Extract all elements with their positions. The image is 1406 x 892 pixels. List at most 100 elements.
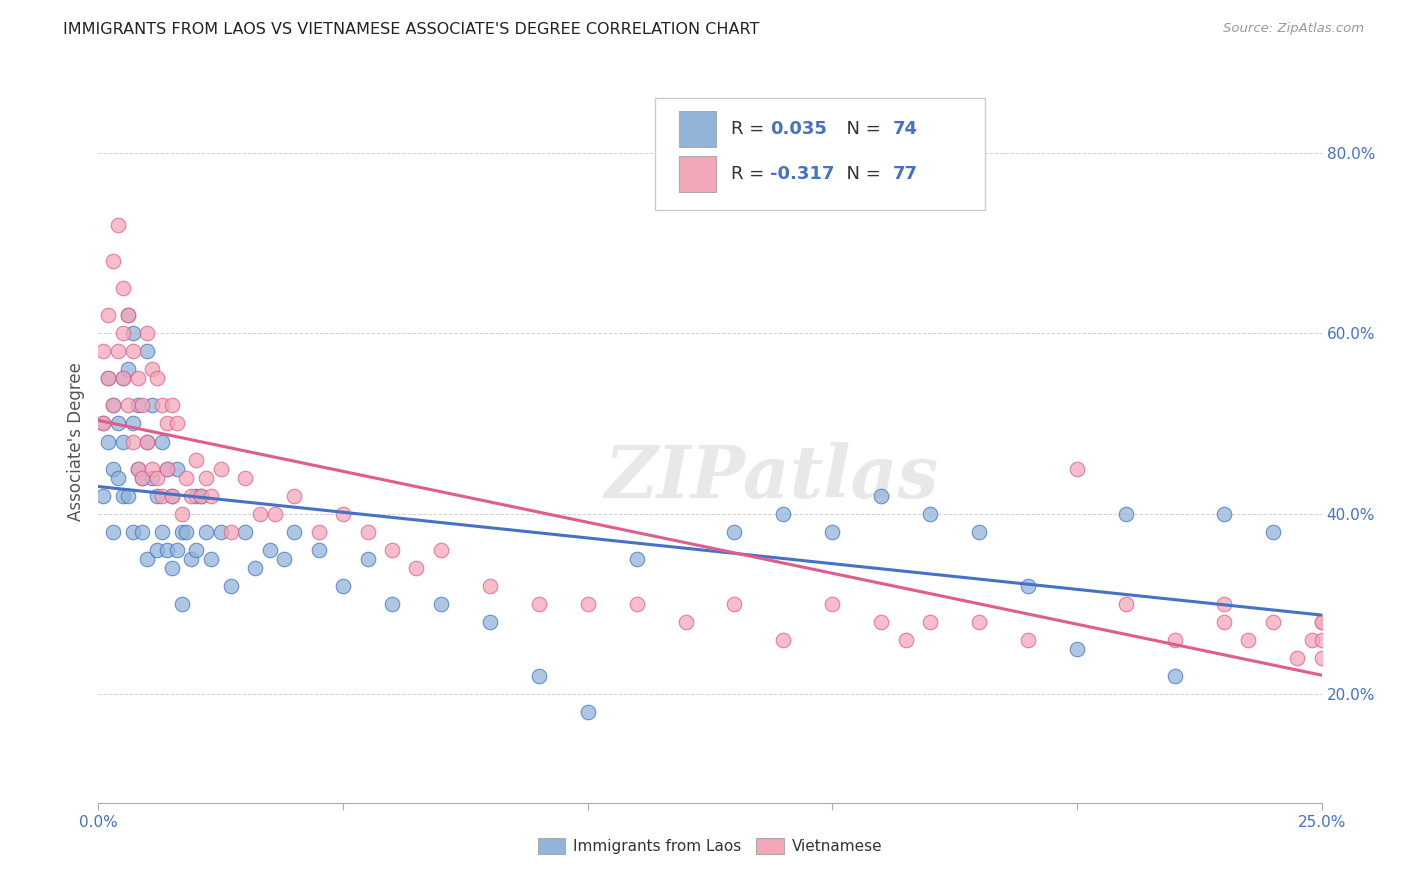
- Point: [166, 542, 188, 557]
- Point: [209, 524, 232, 539]
- Point: [121, 326, 143, 341]
- Point: [1286, 651, 1309, 665]
- Point: [127, 398, 149, 412]
- Point: [101, 398, 124, 412]
- Y-axis label: Associate's Degree: Associate's Degree: [66, 362, 84, 521]
- Point: [1066, 461, 1088, 475]
- FancyBboxPatch shape: [655, 98, 986, 211]
- Point: [723, 524, 745, 539]
- Point: [141, 398, 163, 412]
- Point: [626, 552, 648, 566]
- Point: [160, 489, 183, 503]
- Point: [121, 434, 143, 449]
- Point: [430, 542, 453, 557]
- Point: [91, 344, 114, 359]
- Point: [136, 326, 159, 341]
- Point: [101, 524, 124, 539]
- Point: [920, 615, 942, 630]
- Point: [1164, 669, 1187, 683]
- Point: [1115, 597, 1137, 611]
- Point: [170, 597, 193, 611]
- Point: [626, 597, 648, 611]
- Text: IMMIGRANTS FROM LAOS VS VIETNAMESE ASSOCIATE'S DEGREE CORRELATION CHART: IMMIGRANTS FROM LAOS VS VIETNAMESE ASSOC…: [63, 22, 759, 37]
- Point: [91, 417, 114, 431]
- Point: [1310, 633, 1333, 648]
- Point: [821, 597, 844, 611]
- Point: [405, 561, 427, 575]
- Text: -0.317: -0.317: [770, 165, 834, 183]
- Point: [107, 471, 129, 485]
- Point: [156, 461, 179, 475]
- Point: [111, 326, 134, 341]
- Point: [219, 524, 242, 539]
- Point: [967, 615, 990, 630]
- Point: [97, 434, 120, 449]
- Point: [894, 633, 917, 648]
- Point: [127, 461, 149, 475]
- Text: 74: 74: [893, 120, 917, 138]
- Point: [170, 524, 193, 539]
- Point: [111, 371, 134, 385]
- Point: [332, 579, 354, 593]
- Point: [121, 344, 143, 359]
- FancyBboxPatch shape: [679, 112, 716, 147]
- Point: [430, 597, 453, 611]
- Point: [186, 542, 208, 557]
- Point: [675, 615, 697, 630]
- Point: [1310, 615, 1333, 630]
- Point: [723, 597, 745, 611]
- Point: [233, 524, 256, 539]
- Point: [381, 597, 404, 611]
- Point: [131, 524, 153, 539]
- Point: [243, 561, 266, 575]
- Point: [176, 524, 198, 539]
- Point: [97, 371, 120, 385]
- Text: R =: R =: [731, 165, 770, 183]
- Point: [527, 597, 550, 611]
- Point: [356, 552, 378, 566]
- Point: [121, 524, 143, 539]
- Point: [97, 371, 120, 385]
- Point: [180, 489, 202, 503]
- Point: [576, 597, 599, 611]
- Legend: Immigrants from Laos, Vietnamese: Immigrants from Laos, Vietnamese: [531, 832, 889, 860]
- Point: [219, 579, 242, 593]
- Point: [283, 524, 305, 539]
- Point: [920, 507, 942, 521]
- Point: [186, 489, 208, 503]
- Point: [131, 471, 153, 485]
- Point: [527, 669, 550, 683]
- Point: [870, 489, 893, 503]
- Point: [136, 434, 159, 449]
- Point: [127, 461, 149, 475]
- Point: [111, 489, 134, 503]
- Point: [141, 471, 163, 485]
- Point: [107, 218, 129, 232]
- Point: [160, 489, 183, 503]
- Point: [117, 308, 139, 322]
- Point: [356, 524, 378, 539]
- Point: [209, 461, 232, 475]
- Point: [308, 524, 330, 539]
- Point: [117, 489, 139, 503]
- Point: [1310, 615, 1333, 630]
- Point: [111, 281, 134, 295]
- FancyBboxPatch shape: [679, 156, 716, 193]
- Point: [576, 706, 599, 720]
- Point: [136, 552, 159, 566]
- Point: [111, 371, 134, 385]
- Point: [97, 308, 120, 322]
- Point: [821, 524, 844, 539]
- Text: N =: N =: [835, 165, 886, 183]
- Point: [101, 461, 124, 475]
- Point: [478, 615, 501, 630]
- Point: [136, 434, 159, 449]
- Point: [141, 461, 163, 475]
- Point: [200, 552, 222, 566]
- Point: [870, 615, 893, 630]
- Point: [146, 471, 169, 485]
- Point: [150, 489, 173, 503]
- Point: [1261, 524, 1284, 539]
- Text: N =: N =: [835, 120, 886, 138]
- Point: [156, 461, 179, 475]
